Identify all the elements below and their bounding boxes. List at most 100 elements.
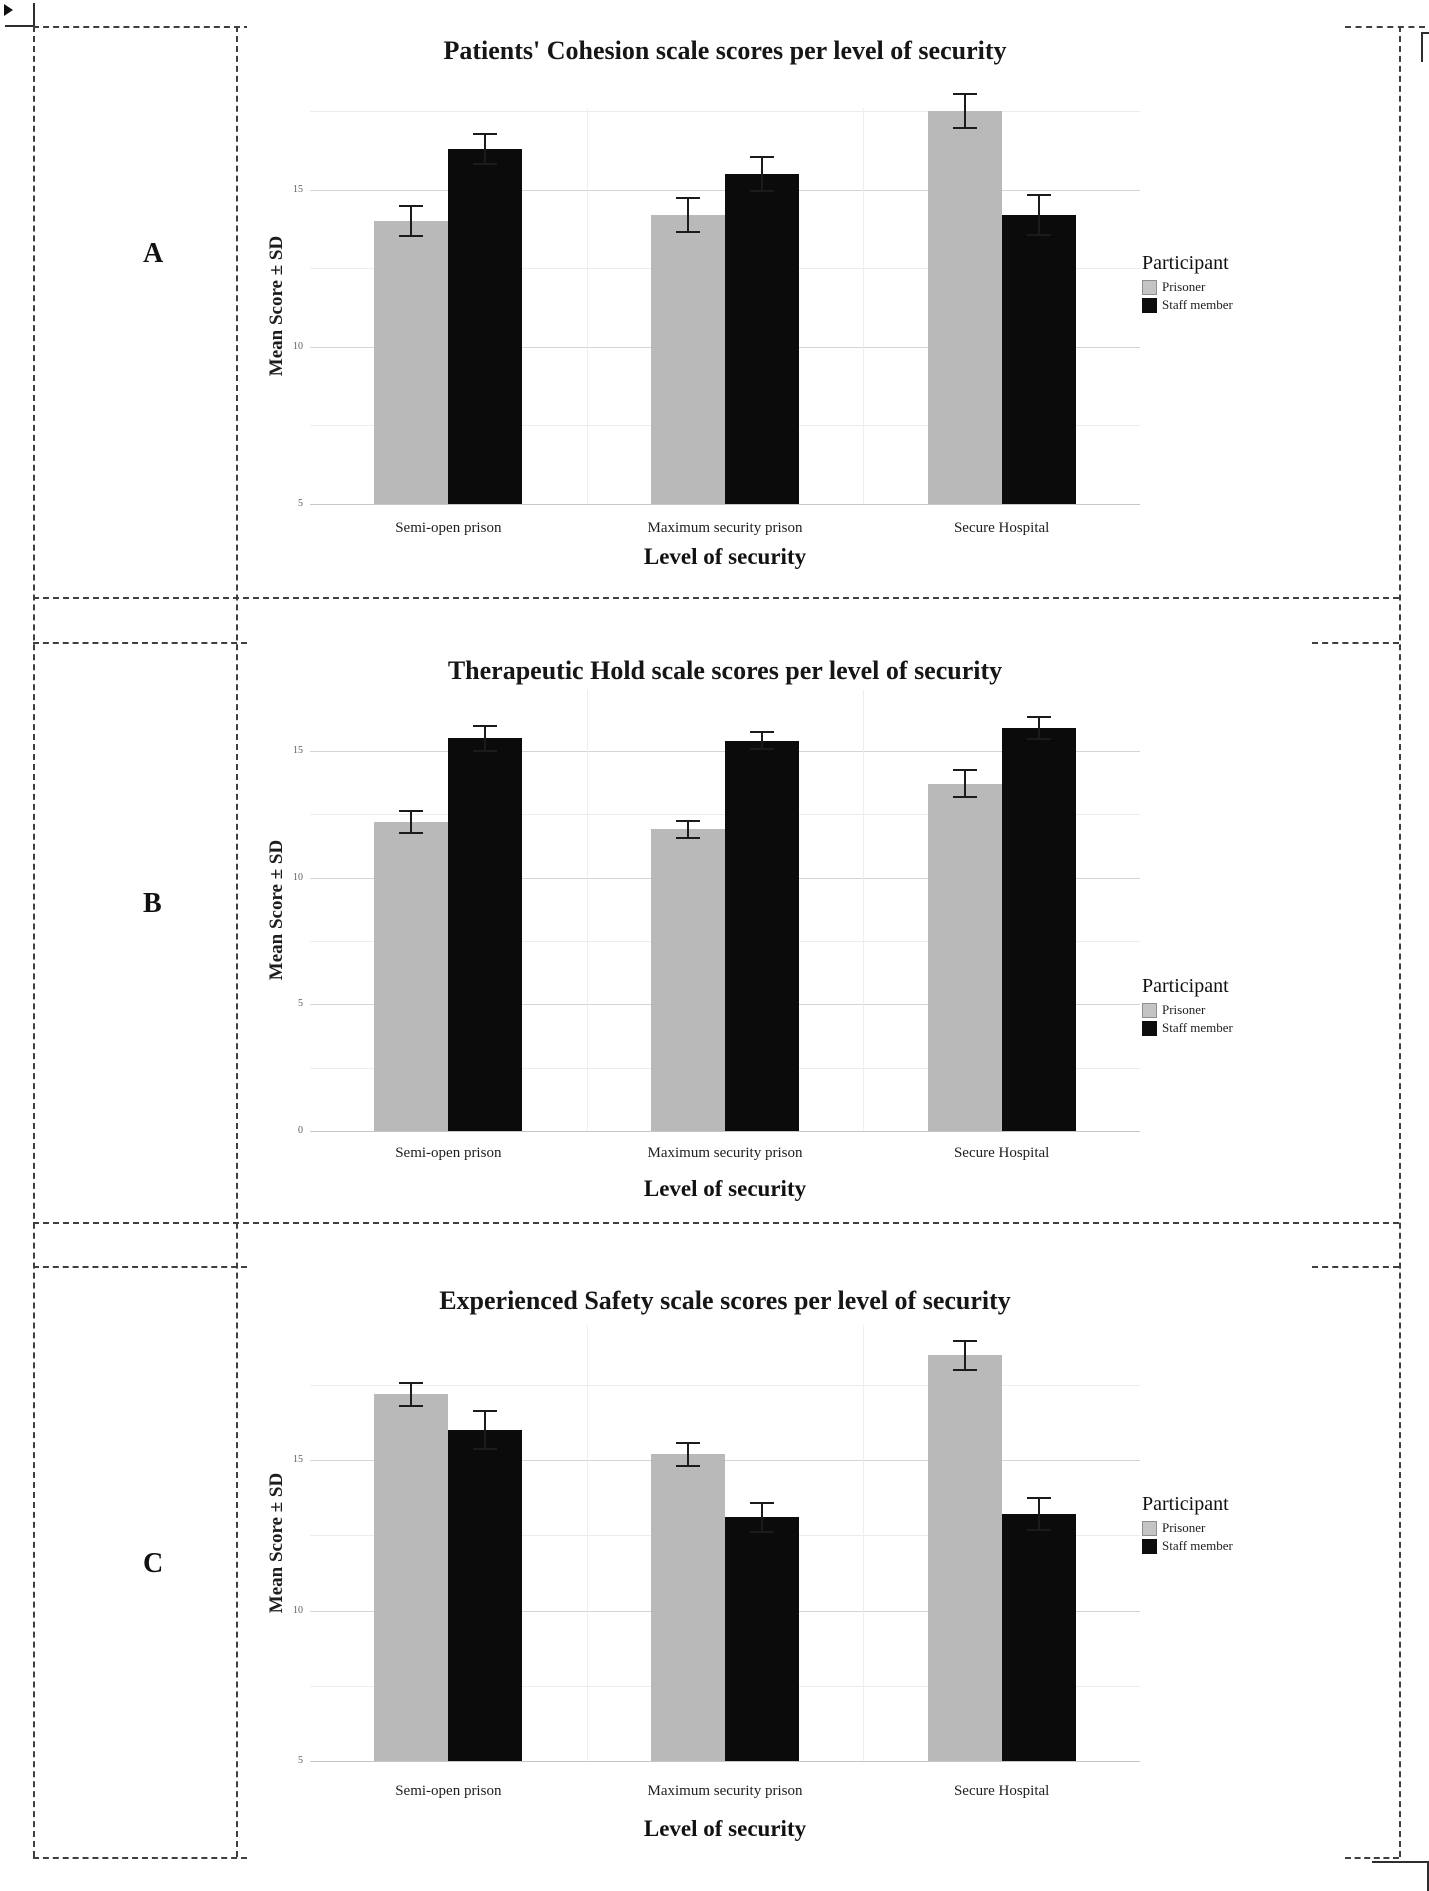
legend-label-prisoner: Prisoner bbox=[1162, 279, 1206, 294]
legend-label-staff-member: Staff member bbox=[1162, 1020, 1233, 1035]
error-bar-cap-top bbox=[473, 1410, 498, 1413]
category-separator bbox=[863, 1325, 865, 1761]
bar-rect bbox=[650, 1454, 725, 1761]
error-bar-line bbox=[1037, 717, 1040, 739]
error-bar-cap-bottom bbox=[1026, 738, 1051, 741]
bar-prisoner bbox=[927, 93, 1002, 504]
legend-swatch-prisoner bbox=[1142, 1520, 1157, 1536]
dashed-border-b-top-right bbox=[1312, 642, 1399, 644]
category-label: Semi-open prison bbox=[395, 1783, 502, 1799]
dashed-border-bottom-left-segment bbox=[33, 1857, 247, 1859]
x-axis-line bbox=[310, 1131, 1140, 1132]
bar-prisoner bbox=[650, 690, 725, 1131]
legend-title: Participant bbox=[1142, 1493, 1229, 1515]
cursor-artifact-icon bbox=[4, 4, 13, 16]
dashed-border-column-divider bbox=[236, 26, 238, 1857]
dashed-border-b-top-left bbox=[33, 642, 247, 644]
panel-label-b: B bbox=[143, 888, 162, 919]
category-label: Secure Hospital bbox=[953, 520, 1050, 536]
bar-staff-member bbox=[724, 1325, 799, 1761]
panel-label-a: A bbox=[143, 238, 164, 269]
bar-staff-member bbox=[448, 690, 523, 1131]
dashed-separator-b-c bbox=[33, 1222, 1399, 1224]
category-label: Semi-open prison bbox=[395, 1145, 502, 1161]
bar-group bbox=[587, 108, 864, 504]
error-bar-cap-top bbox=[1026, 194, 1051, 196]
y-tick-label: 0 bbox=[298, 1125, 303, 1136]
category-label: Maximum security prison bbox=[647, 520, 803, 536]
error-bar-cap-bottom bbox=[1026, 1529, 1051, 1532]
legend: Participant Prisoner Staff member bbox=[1142, 252, 1233, 314]
y-tick-label: 15 bbox=[293, 1454, 303, 1466]
error-bar-cap-bottom bbox=[675, 230, 700, 233]
error-bar-line bbox=[963, 1341, 966, 1369]
legend-label-staff-member: Staff member bbox=[1162, 297, 1233, 312]
error-bar-line bbox=[410, 811, 413, 832]
x-axis-line bbox=[310, 504, 1140, 505]
x-axis-line bbox=[310, 1761, 1140, 1762]
error-bar-line bbox=[963, 771, 966, 797]
error-bar-cap-top bbox=[399, 809, 424, 812]
error-bar-cap-bottom bbox=[399, 1404, 424, 1407]
bar-rect bbox=[1001, 214, 1076, 504]
error-bar-line bbox=[760, 733, 763, 749]
dashed-border-top-right-segment bbox=[1345, 26, 1425, 28]
dashed-border-c-top-right bbox=[1312, 1266, 1399, 1268]
bar-group bbox=[863, 93, 1140, 504]
bar-rect bbox=[927, 1355, 1002, 1761]
bar-rect bbox=[724, 1517, 799, 1761]
legend-item-staff: Staff member bbox=[1142, 296, 1233, 314]
panel-a-cohesion-chart: Patients' Cohesion scale scores per leve… bbox=[247, 26, 1312, 597]
error-bar-cap-bottom bbox=[952, 126, 977, 129]
panel-b-therapeutic-hold-chart: Therapeutic Hold scale scores per level … bbox=[247, 642, 1312, 1222]
error-bar-line bbox=[760, 158, 763, 190]
error-bar-line bbox=[760, 1503, 763, 1531]
error-bar-cap-top bbox=[749, 1501, 774, 1504]
error-bar-cap-top bbox=[1026, 715, 1051, 718]
bar-rect bbox=[724, 174, 799, 504]
bar-group bbox=[310, 690, 587, 1131]
dashed-border-left bbox=[33, 26, 35, 1857]
error-bar-line bbox=[1037, 196, 1040, 234]
error-bar-cap-bottom bbox=[749, 748, 774, 751]
error-bar-cap-top bbox=[473, 132, 498, 135]
bar-rect bbox=[374, 1394, 449, 1761]
legend-item-prisoner: Prisoner bbox=[1142, 1519, 1233, 1537]
bar-rect bbox=[448, 1430, 523, 1761]
bar-group bbox=[863, 1325, 1140, 1761]
legend: Participant Prisoner Staff member bbox=[1142, 1493, 1233, 1555]
bar-group bbox=[863, 690, 1140, 1131]
error-bar-cap-bottom bbox=[952, 796, 977, 799]
error-bar-cap-bottom bbox=[675, 1464, 700, 1467]
error-bar-line bbox=[686, 199, 689, 231]
bar-rect bbox=[374, 221, 449, 504]
legend-swatch-prisoner bbox=[1142, 279, 1157, 295]
y-tick-label: 10 bbox=[293, 871, 303, 883]
error-bar-cap-top bbox=[473, 724, 498, 727]
gridline bbox=[310, 1460, 1140, 1462]
bar-prisoner bbox=[650, 1325, 725, 1761]
bar-rect bbox=[650, 829, 725, 1131]
error-bar-cap-top bbox=[749, 156, 774, 159]
plot-area: 15 10 5 Semi-open prison Maximum security pr… bbox=[293, 93, 1140, 536]
legend-item-staff: Staff member bbox=[1142, 1019, 1233, 1037]
legend-swatch-prisoner bbox=[1142, 1002, 1157, 1018]
corner-mark-bottom-right-h bbox=[1372, 1861, 1429, 1863]
bar-group bbox=[310, 108, 587, 504]
error-bar-cap-bottom bbox=[473, 1448, 498, 1451]
y-tick-label: 5 bbox=[298, 498, 303, 509]
error-bar-cap-bottom bbox=[473, 163, 498, 165]
legend-item-prisoner: Prisoner bbox=[1142, 278, 1233, 296]
legend-title: Participant bbox=[1142, 252, 1229, 274]
legend-swatch-staff-member bbox=[1142, 1020, 1157, 1036]
y-tick-label: 15 bbox=[293, 183, 303, 195]
corner-mark-top-left-v bbox=[33, 3, 35, 26]
error-bar-cap-top bbox=[675, 197, 700, 200]
bar-rect bbox=[448, 738, 523, 1131]
error-bar-cap-top bbox=[952, 93, 977, 96]
y-tick-label: 15 bbox=[293, 744, 303, 756]
y-axis-title: Mean Score ± SD bbox=[266, 839, 287, 981]
y-tick-label: 5 bbox=[298, 998, 303, 1010]
error-bar-cap-bottom bbox=[749, 1530, 774, 1533]
bar-group bbox=[310, 1325, 587, 1761]
